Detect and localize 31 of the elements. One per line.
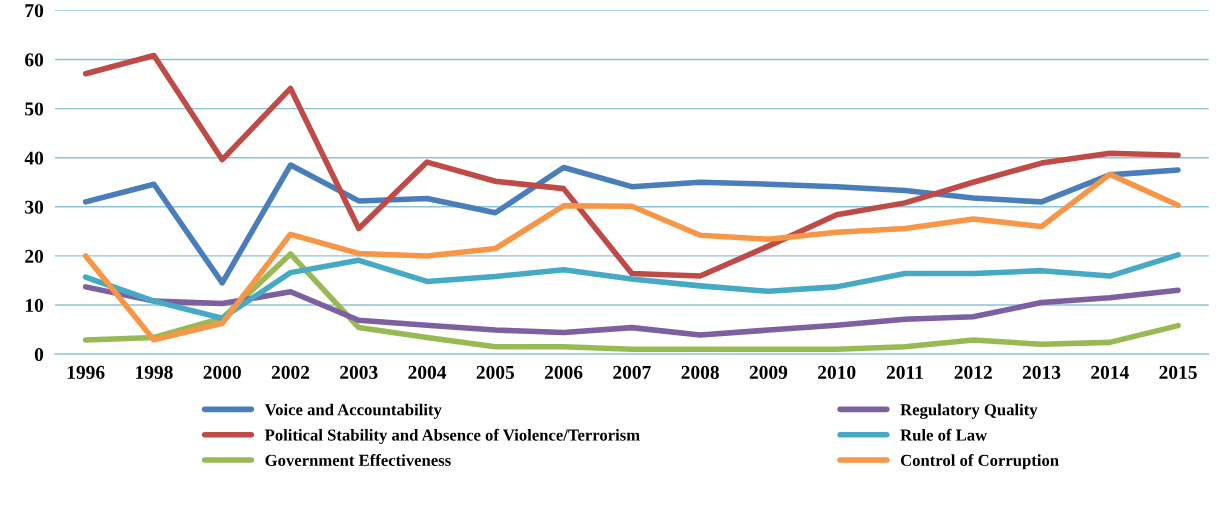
x-tick-label: 2008	[681, 365, 719, 379]
legend-label: Government Effectiveness	[265, 454, 451, 466]
x-tick-label: 2007	[613, 365, 651, 379]
y-tick-label: 20	[25, 249, 44, 263]
y-tick-label: 70	[25, 4, 44, 18]
y-tick-label: 40	[24, 151, 44, 165]
x-tick-label: 2002	[271, 365, 310, 379]
x-tick-label: 2013	[1022, 365, 1061, 379]
x-tick-label: 2003	[340, 365, 378, 379]
x-tick-label: 1996	[67, 365, 105, 379]
legend-label: Political Stability and Absence of Violence/Terrorism	[264, 428, 640, 445]
x-tick-label: 2006	[544, 365, 583, 379]
x-tick-label: 2009	[749, 365, 788, 379]
x-tick-label: 2004	[408, 365, 447, 379]
y-tick-label: 30	[25, 200, 44, 214]
y-tick-label: 50	[25, 102, 44, 116]
x-tick-label: 1998	[136, 365, 173, 379]
legend-label: Rule of Law	[900, 428, 988, 441]
y-tick-label: 10	[25, 298, 44, 312]
x-tick-label: 2012	[954, 365, 992, 379]
legend-label: Control of Corruption	[900, 454, 1059, 470]
x-tick-label: 2005	[476, 365, 515, 379]
x-tick-label: 2010	[818, 365, 856, 379]
x-tick-label: 2011	[886, 365, 923, 379]
y-tick-label: 0	[34, 347, 44, 362]
x-tick-label: 2014	[1091, 365, 1129, 379]
y-tick-label: 60	[25, 53, 44, 67]
legend-label: Regulatory Quality	[900, 403, 1038, 419]
x-tick-label: 2000	[203, 365, 241, 379]
x-tick-label: 2015	[1159, 365, 1197, 379]
legend-label: Voice and Accountability	[264, 403, 442, 419]
